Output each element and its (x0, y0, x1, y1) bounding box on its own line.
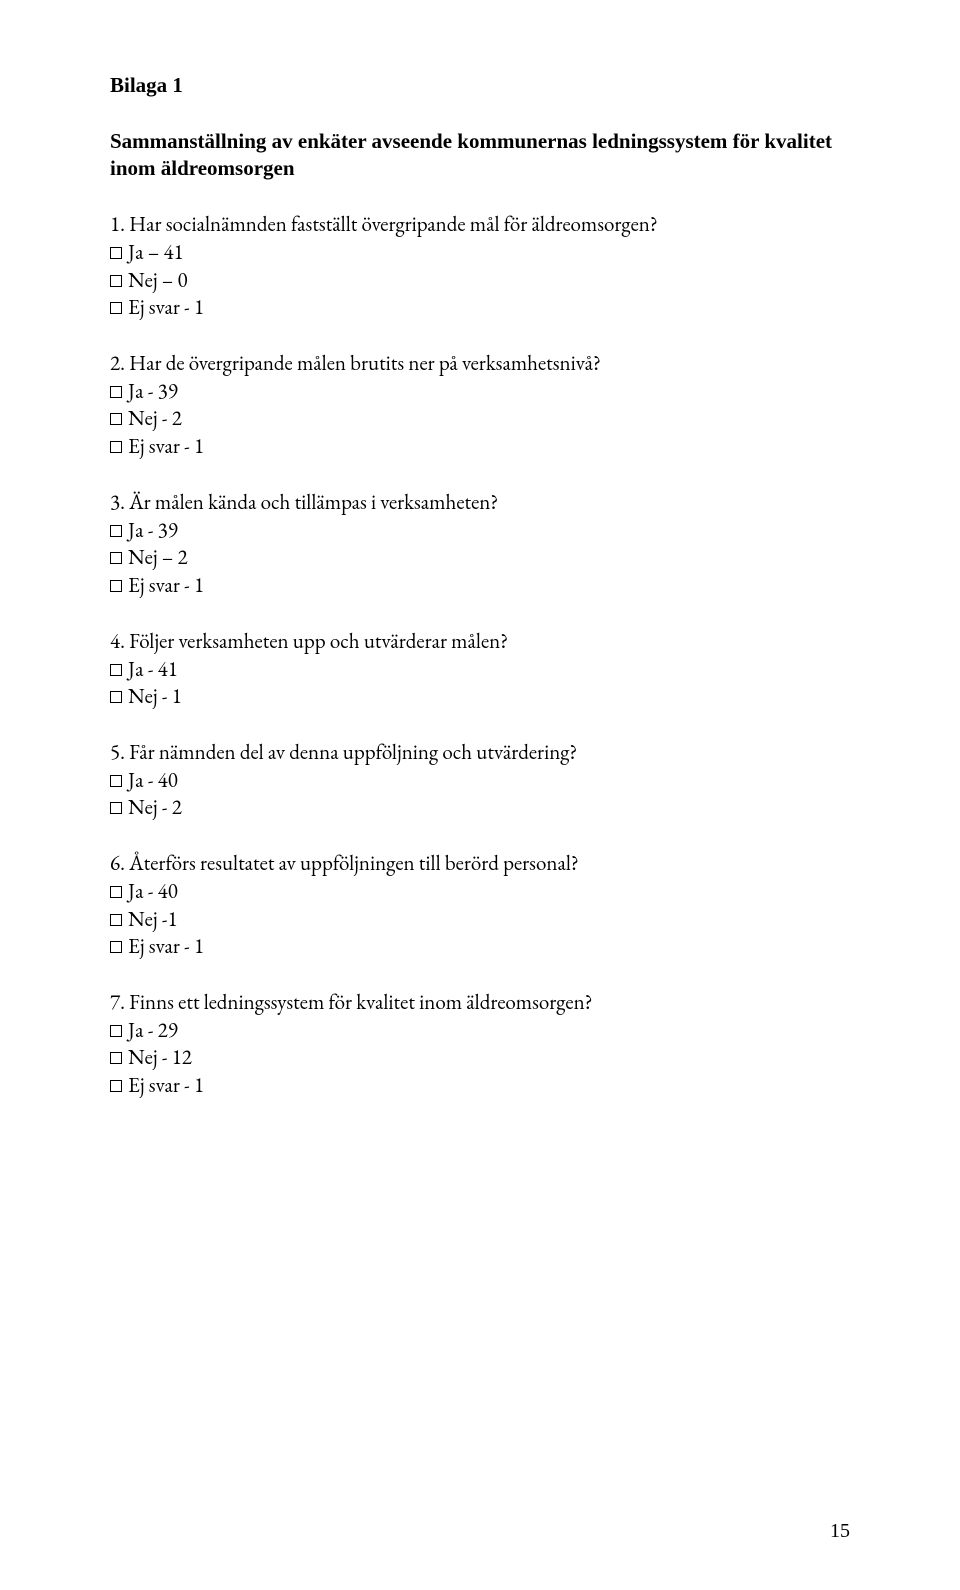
question-block: 4. Följer verksamheten upp och utvärdera… (110, 628, 850, 711)
answer-text: Nej - 2 (128, 794, 182, 821)
checkbox-icon (110, 302, 122, 314)
answer-line: Nej - 1 (110, 683, 850, 711)
answer-line: Ja - 41 (110, 656, 850, 684)
checkbox-icon (110, 914, 122, 926)
checkbox-icon (110, 1052, 122, 1064)
checkbox-icon (110, 525, 122, 537)
answer-text: Ej svar - 1 (128, 933, 204, 960)
question-block: 6. Återförs resultatet av uppföljningen … (110, 850, 850, 961)
answer-line: Ja - 29 (110, 1017, 850, 1045)
checkbox-icon (110, 802, 122, 814)
answer-line: Ej svar - 1 (110, 933, 850, 961)
checkbox-icon (110, 886, 122, 898)
answer-line: Ej svar - 1 (110, 1072, 850, 1100)
checkbox-icon (110, 1025, 122, 1037)
answer-text: Nej – 0 (128, 267, 188, 294)
question-block: 1. Har socialnämnden fastställt övergrip… (110, 211, 850, 322)
answer-text: Nej - 2 (128, 405, 182, 432)
checkbox-icon (110, 441, 122, 453)
answer-line: Ej svar - 1 (110, 572, 850, 600)
answer-line: Ja - 40 (110, 767, 850, 795)
checkbox-icon (110, 580, 122, 592)
answer-text: Ja - 40 (128, 767, 178, 794)
page-number: 15 (830, 1518, 850, 1544)
subtitle: Sammanställning av enkäter avseende komm… (110, 128, 850, 183)
answer-text: Nej - 1 (128, 683, 182, 710)
question-block: 7. Finns ett ledningssystem för kvalitet… (110, 989, 850, 1100)
answer-text: Nej -1 (128, 906, 178, 933)
answer-line: Ja - 39 (110, 378, 850, 406)
subtitle-line-2: inom äldreomsorgen (110, 156, 295, 180)
answer-text: Ja - 41 (128, 656, 178, 683)
question-block: 3. Är målen kända och tillämpas i verksa… (110, 489, 850, 600)
checkbox-icon (110, 691, 122, 703)
answer-text: Ja - 39 (128, 517, 178, 544)
question-text: 3. Är målen kända och tillämpas i verksa… (110, 489, 850, 517)
answer-line: Ja - 40 (110, 878, 850, 906)
question-text: 6. Återförs resultatet av uppföljningen … (110, 850, 850, 878)
answer-text: Ej svar - 1 (128, 572, 204, 599)
answer-text: Nej – 2 (128, 544, 188, 571)
answer-line: Ja - 39 (110, 517, 850, 545)
checkbox-icon (110, 1080, 122, 1092)
appendix-heading: Bilaga 1 (110, 72, 850, 100)
checkbox-icon (110, 664, 122, 676)
answer-text: Nej - 12 (128, 1044, 192, 1071)
answer-text: Ej svar - 1 (128, 1072, 204, 1099)
checkbox-icon (110, 941, 122, 953)
question-block: 5. Får nämnden del av denna uppföljning … (110, 739, 850, 822)
answer-text: Ja – 41 (128, 239, 184, 266)
answer-line: Nej - 12 (110, 1044, 850, 1072)
checkbox-icon (110, 413, 122, 425)
answer-line: Ej svar - 1 (110, 433, 850, 461)
checkbox-icon (110, 775, 122, 787)
answer-text: Ej svar - 1 (128, 294, 204, 321)
answer-line: Nej - 2 (110, 794, 850, 822)
question-text: 7. Finns ett ledningssystem för kvalitet… (110, 989, 850, 1017)
answer-line: Ja – 41 (110, 239, 850, 267)
checkbox-icon (110, 552, 122, 564)
answer-text: Ja - 40 (128, 878, 178, 905)
answer-line: Nej – 0 (110, 267, 850, 295)
page: Bilaga 1 Sammanställning av enkäter avse… (0, 0, 960, 1590)
question-block: 2. Har de övergripande målen brutits ner… (110, 350, 850, 461)
question-text: 1. Har socialnämnden fastställt övergrip… (110, 211, 850, 239)
question-text: 4. Följer verksamheten upp och utvärdera… (110, 628, 850, 656)
checkbox-icon (110, 386, 122, 398)
question-text: 5. Får nämnden del av denna uppföljning … (110, 739, 850, 767)
answer-text: Ej svar - 1 (128, 433, 204, 460)
answer-text: Ja - 29 (128, 1017, 178, 1044)
answer-line: Ej svar - 1 (110, 294, 850, 322)
question-text: 2. Har de övergripande målen brutits ner… (110, 350, 850, 378)
answer-text: Ja - 39 (128, 378, 178, 405)
checkbox-icon (110, 275, 122, 287)
answer-line: Nej – 2 (110, 544, 850, 572)
checkbox-icon (110, 247, 122, 259)
answer-line: Nej -1 (110, 906, 850, 934)
subtitle-line-1: Sammanställning av enkäter avseende komm… (110, 129, 832, 153)
answer-line: Nej - 2 (110, 405, 850, 433)
